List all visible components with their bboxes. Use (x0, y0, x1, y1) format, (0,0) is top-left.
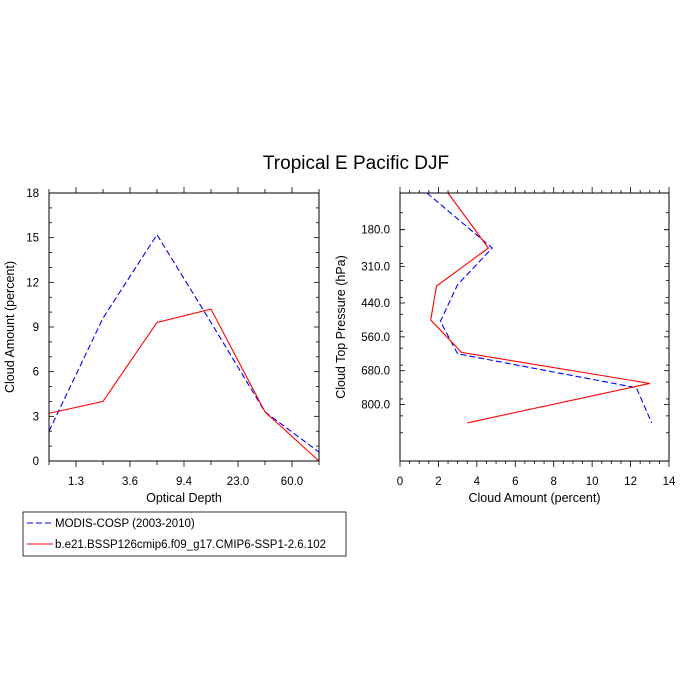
y-tick-label: 680.0 (361, 366, 390, 378)
x-tick-label: 23.0 (227, 476, 249, 488)
series-line-obs (426, 192, 653, 424)
x-tick-label: 14 (663, 476, 676, 488)
y-tick-label: 310.0 (361, 261, 390, 273)
y-axis-label: Cloud Top Pressure (hPa) (334, 255, 348, 399)
x-axis-label: Optical Depth (146, 491, 222, 505)
x-tick-label: 8 (551, 476, 557, 488)
plot-frame (399, 192, 670, 462)
legend-label-model: b.e21.BSSP126cmip6.f09_g17.CMIP6-SSP1-2.… (55, 539, 326, 551)
y-tick-label: 800.0 (361, 400, 390, 412)
y-tick-label: 180.0 (361, 225, 390, 237)
series-line-obs (48, 233, 320, 453)
y-tick-label: 560.0 (361, 332, 390, 344)
chart-title: Tropical E Pacific DJF (263, 153, 449, 174)
x-tick-label: 3.6 (122, 476, 138, 488)
legend-box (22, 511, 347, 557)
y-tick-label: 3 (33, 411, 39, 423)
right-panel: 0 2 4 6 8 10 12 14 180.0 310.0 440.0 560.0 680.0 800.… (334, 187, 676, 505)
plot-frame (48, 192, 320, 462)
y-tick-label: 15 (26, 233, 39, 245)
x-tick-label: 4 (474, 476, 481, 488)
y-tick-label: 18 (26, 188, 39, 200)
y-axis-label: Cloud Amount (percent) (3, 261, 17, 393)
x-axis-label: Cloud Amount (percent) (468, 491, 600, 505)
series-line-model (430, 192, 650, 424)
x-tick-label: 2 (435, 476, 441, 488)
y-tick-label: 6 (33, 367, 39, 379)
y-tick-label: 12 (26, 277, 39, 289)
x-tick-label: 60.0 (281, 476, 303, 488)
x-tick-label: 6 (512, 476, 518, 488)
y-tick-label: 9 (33, 322, 39, 334)
x-tick-label: 9.4 (176, 476, 193, 488)
x-tick-label: 10 (586, 476, 599, 488)
x-tick-label: 12 (624, 476, 637, 488)
series-line-model (48, 308, 320, 462)
x-tick-label: 1.3 (68, 476, 84, 488)
y-tick-label: 440.0 (361, 298, 390, 310)
left-panel: 0 3 6 9 12 15 18 1.3 3.6 9.4 23.0 60.0 Optical Depth… (3, 187, 320, 505)
legend: MODIS-COSP (2003-2010) b.e21.BSSP126cmip… (22, 511, 347, 557)
legend-label-obs: MODIS-COSP (2003-2010) (55, 518, 195, 530)
x-tick-label: 0 (397, 476, 403, 488)
y-tick-label: 0 (33, 456, 39, 468)
